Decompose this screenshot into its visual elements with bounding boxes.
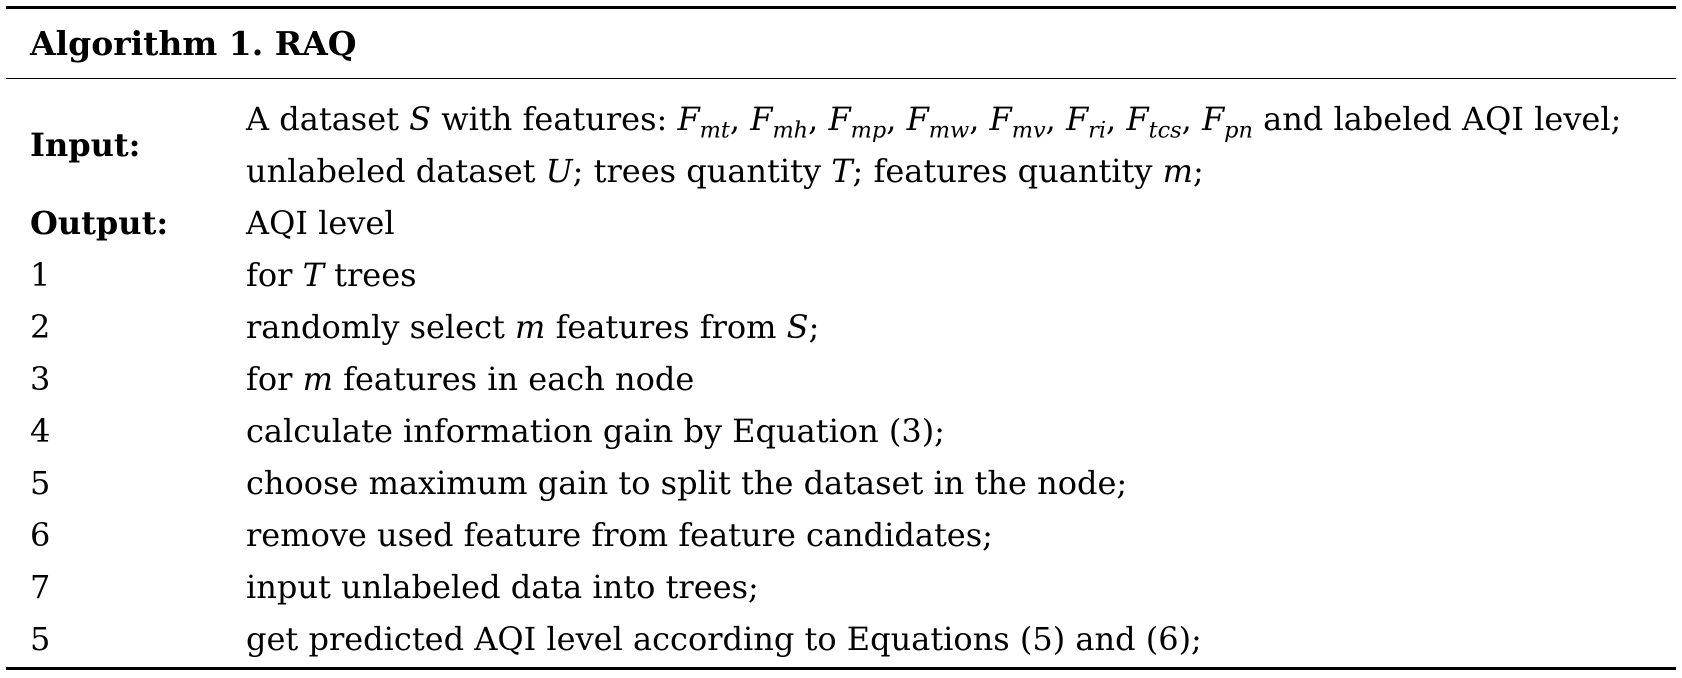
input2-text-4: ; <box>1192 152 1204 190</box>
step-number: 3 <box>30 360 51 398</box>
step-row: 1 for T trees <box>6 249 1676 301</box>
step-text-segment: for <box>246 360 303 398</box>
step-text: choose maximum gain to split the dataset… <box>246 457 1676 509</box>
step-number: 6 <box>30 516 51 554</box>
symbol-U: U <box>545 152 573 190</box>
step-row: 2 randomly select m features from S; <box>6 301 1676 353</box>
feature-subscript: tcs <box>1148 117 1182 144</box>
feature-subscript: mt <box>699 117 730 144</box>
step-text: for m features in each node <box>246 353 1676 405</box>
feature-subscript: pn <box>1224 117 1253 144</box>
math-symbol: m <box>302 360 333 398</box>
feature-separator: , <box>1045 100 1066 138</box>
input-text-2: with features: <box>431 100 678 138</box>
input2-text-2: ; trees quantity <box>572 152 832 190</box>
step-number: 1 <box>30 256 51 294</box>
feature-symbol: Fmv <box>989 100 1046 142</box>
step-row: 4 calculate information gain by Equation … <box>6 405 1676 457</box>
feature-subscript: mp <box>850 117 887 144</box>
step-list: 1 for T trees 2 randomly select m features … <box>6 249 1676 665</box>
step-row: 5 get predicted AQI level according to Eq… <box>6 613 1676 665</box>
step-number: 7 <box>30 568 51 606</box>
feature-symbol: Fmw <box>906 100 970 142</box>
input-content: A dataset S with features: Fmt, Fmh, Fmp… <box>246 93 1676 197</box>
input-line-1: A dataset S with features: Fmt, Fmh, Fmp… <box>246 93 1676 145</box>
output-value: AQI level <box>246 204 395 242</box>
step-text: input unlabeled data into trees; <box>246 561 1676 613</box>
feature-symbol: Fmh <box>750 100 808 142</box>
step-number: 2 <box>30 308 51 346</box>
input2-text-1: unlabeled dataset <box>246 152 546 190</box>
feature-symbol: Fpn <box>1201 100 1253 142</box>
step-text: remove used feature from feature candida… <box>246 509 1676 561</box>
feature-separator: , <box>1181 100 1202 138</box>
step-row: 6 remove used feature from feature candid… <box>6 509 1676 561</box>
feature-separator: , <box>886 100 907 138</box>
step-text-segment: choose maximum gain to split the dataset… <box>246 464 1128 502</box>
step-text: get predicted AQI level according to Equ… <box>246 613 1676 665</box>
feature-separator: , <box>969 100 990 138</box>
step-text: for T trees <box>246 249 1676 301</box>
feature-subscript: mh <box>772 117 809 144</box>
feature-base: F <box>1065 100 1089 138</box>
symbol-S: S <box>409 100 432 138</box>
algorithm-box: Algorithm 1. RAQ Input: A dataset S with… <box>6 6 1676 670</box>
step-row: 5 choose maximum gain to split the datase… <box>6 457 1676 509</box>
step-text-segment: get predicted AQI level according to Equ… <box>246 620 1202 658</box>
math-symbol: T <box>302 256 324 294</box>
feature-symbol: Fri <box>1065 100 1106 142</box>
feature-base: F <box>1126 100 1149 138</box>
feature-separator: , <box>1106 100 1127 138</box>
step-row: 3 for m features in each node <box>6 353 1676 405</box>
feature-base: F <box>677 100 700 138</box>
algorithm-title: Algorithm 1. RAQ <box>6 9 1676 79</box>
input-label: Input: <box>30 126 141 164</box>
math-symbol: m <box>515 308 546 346</box>
feature-base: F <box>906 100 929 138</box>
symbol-T: T <box>831 152 853 190</box>
step-row: 7 input unlabeled data into trees; <box>6 561 1676 613</box>
symbol-m: m <box>1162 152 1193 190</box>
step-text-segment: trees <box>323 256 417 294</box>
output-row: Output: AQI level <box>6 197 1676 249</box>
math-symbol: S <box>786 308 809 346</box>
step-text-segment: remove used feature from feature candida… <box>246 516 993 554</box>
feature-separator: , <box>808 100 829 138</box>
feature-base: F <box>989 100 1012 138</box>
input-row: Input: A dataset S with features: Fmt, F… <box>6 93 1676 197</box>
feature-subscript: ri <box>1088 117 1107 144</box>
step-text-segment: calculate information gain by Equation (… <box>246 412 945 450</box>
step-text: randomly select m features from S; <box>246 301 1676 353</box>
step-number: 5 <box>30 620 51 658</box>
step-text-segment: randomly select <box>246 308 516 346</box>
input2-text-3: ; features quantity <box>852 152 1163 190</box>
input-text-1: A dataset <box>246 100 410 138</box>
feature-subscript: mw <box>928 117 970 144</box>
step-text-segment: for <box>246 256 303 294</box>
step-text-segment: input unlabeled data into trees; <box>246 568 759 606</box>
step-text: calculate information gain by Equation (… <box>246 405 1676 457</box>
input-line-2: unlabeled dataset U; trees quantity T; f… <box>246 145 1676 197</box>
input-text-3: and labeled AQI level; <box>1252 100 1622 138</box>
output-label: Output: <box>30 204 169 242</box>
feature-symbol: Fmt <box>677 100 729 142</box>
step-number: 5 <box>30 464 51 502</box>
feature-base: F <box>828 100 851 138</box>
feature-separator: , <box>729 100 751 138</box>
feature-list: Fmt, Fmh, Fmp, Fmw, Fmv, Fri, Ftcs, Fpn <box>677 100 1253 142</box>
algorithm-body: Input: A dataset S with features: Fmt, F… <box>6 79 1676 665</box>
feature-subscript: mv <box>1011 117 1046 144</box>
step-number: 4 <box>30 412 51 450</box>
step-text-segment: features in each node <box>332 360 695 398</box>
feature-symbol: Fmp <box>828 100 886 142</box>
step-text-segment: features from <box>545 308 787 346</box>
feature-symbol: Ftcs <box>1126 100 1181 142</box>
feature-base: F <box>1201 100 1225 138</box>
feature-base: F <box>750 100 773 138</box>
step-text-segment: ; <box>808 308 820 346</box>
